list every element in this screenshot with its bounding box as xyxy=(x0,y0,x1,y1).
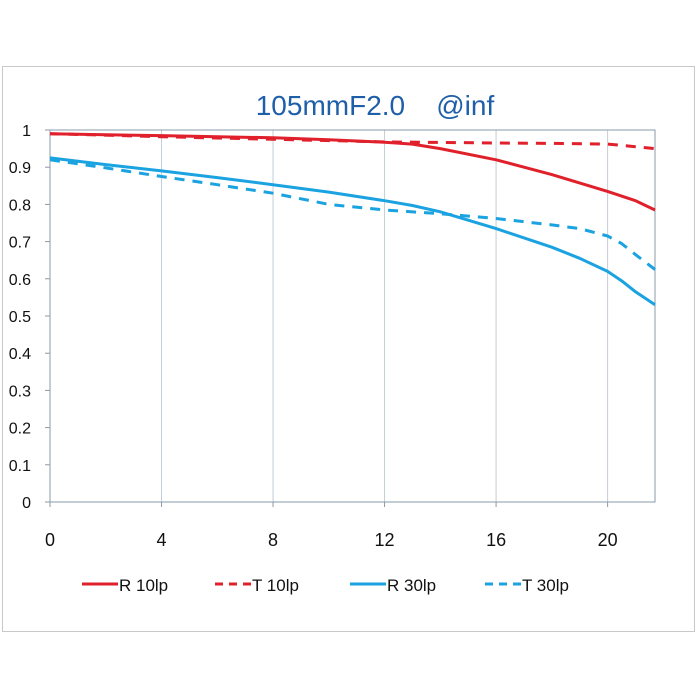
legend-label: R 10lp xyxy=(119,576,168,595)
x-tick-label: 20 xyxy=(598,530,618,550)
y-tick-label: 0.4 xyxy=(9,346,31,363)
series-line-r-30lp xyxy=(49,156,656,307)
legend: R 10lp T 10lp R 30lp T 30lp xyxy=(82,576,569,595)
series-lines xyxy=(49,132,656,307)
x-tick-label: 0 xyxy=(45,530,55,550)
legend-label: R 30lp xyxy=(387,576,436,595)
y-tick-label: 1 xyxy=(22,123,31,140)
legend-label: T 10lp xyxy=(252,576,299,595)
x-tick-label: 8 xyxy=(268,530,278,550)
y-tick-label: 0.7 xyxy=(9,235,31,252)
series-line-t-30lp xyxy=(49,158,656,271)
y-tick-label: 0.5 xyxy=(9,309,31,326)
plot-area-border xyxy=(49,129,656,503)
legend-label: T 30lp xyxy=(522,576,569,595)
y-tick-label: 0 xyxy=(22,495,31,512)
axes: 0 4 8 12 16 20 0 0.1 0.2 0.3 0.4 0.5 0.6 0.7 0.8 0.9 1 xyxy=(9,123,618,550)
y-tick-label: 0.8 xyxy=(9,197,31,214)
y-tick-label: 0.6 xyxy=(9,272,31,289)
series-line-t-10lp xyxy=(49,132,656,151)
y-tick-label: 0.1 xyxy=(9,458,31,475)
chart-frame xyxy=(2,66,695,632)
x-tick-label: 4 xyxy=(157,530,167,550)
chart-title: 105mmF2.0 @inf xyxy=(256,90,495,121)
y-tick-label: 0.3 xyxy=(9,383,31,400)
y-tick-label: 0.9 xyxy=(9,160,31,177)
y-tick-label: 0.2 xyxy=(9,421,31,438)
x-tick-label: 16 xyxy=(486,530,506,550)
x-tick-label: 12 xyxy=(375,530,395,550)
